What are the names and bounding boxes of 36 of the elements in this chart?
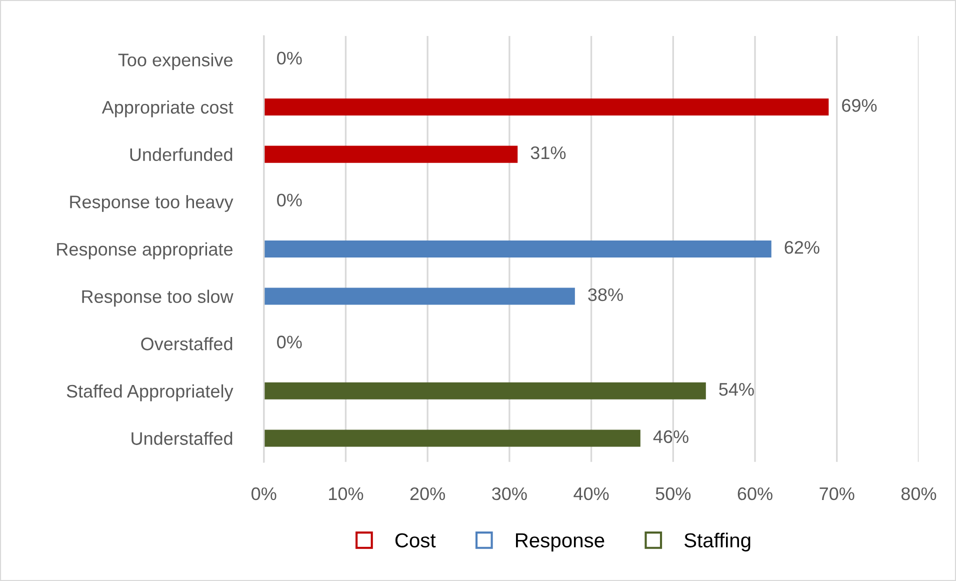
legend-label: Staffing bbox=[684, 532, 750, 552]
x-tick-label: 60% bbox=[738, 487, 772, 500]
data-label: 0% bbox=[277, 52, 302, 65]
data-label: 38% bbox=[588, 288, 623, 302]
data-label: 69% bbox=[842, 99, 877, 112]
bar bbox=[264, 146, 518, 163]
bar bbox=[264, 240, 772, 258]
y-tick-label: Understaffed bbox=[132, 432, 232, 445]
bar bbox=[264, 288, 575, 305]
y-tick-label: Response too slow bbox=[82, 290, 234, 307]
data-label: 0% bbox=[277, 336, 302, 348]
y-tick-label: Appropriate cost bbox=[102, 100, 234, 118]
x-tick-label: 50% bbox=[656, 487, 691, 500]
y-tick-label: Overstaffed bbox=[141, 337, 232, 350]
legend-label: Cost bbox=[395, 533, 436, 548]
y-tick-label: Too expensive bbox=[118, 53, 233, 70]
y-tick-label: Staffed Appropriately bbox=[66, 384, 234, 402]
bar bbox=[264, 382, 706, 400]
x-tick-label: 40% bbox=[574, 487, 609, 500]
data-label: 46% bbox=[653, 430, 688, 444]
y-tick-label: Response appropriate bbox=[57, 242, 233, 260]
data-label: 62% bbox=[784, 241, 820, 254]
y-tick-label: Response too heavy bbox=[70, 195, 234, 212]
data-label: 31% bbox=[530, 146, 566, 160]
legend-label: Response bbox=[516, 533, 604, 552]
bar bbox=[264, 430, 640, 447]
x-tick-label: 30% bbox=[492, 487, 527, 500]
x-tick-label: 10% bbox=[329, 487, 364, 500]
data-label: 54% bbox=[719, 383, 754, 396]
x-tick-label: 20% bbox=[410, 487, 445, 500]
x-tick-label: 80% bbox=[901, 487, 936, 500]
x-tick-label: 70% bbox=[820, 487, 854, 500]
y-tick-label: Underfunded bbox=[130, 148, 232, 162]
x-tick-label: 0% bbox=[252, 487, 276, 500]
bar bbox=[264, 98, 829, 116]
data-label: 0% bbox=[277, 194, 302, 206]
